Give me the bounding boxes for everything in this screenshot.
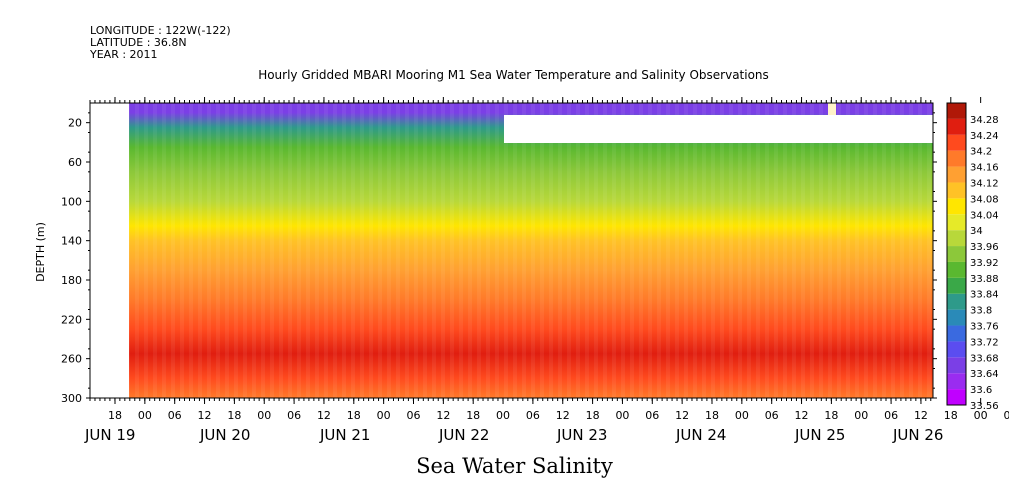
x-hour-label: 18 [347,409,361,422]
x-hour-label: 18 [466,409,480,422]
y-tick-label: 180 [61,274,82,287]
x-hour-label: 00 [615,409,629,422]
x-hour-label: 12 [317,409,331,422]
x-hour-label: 12 [198,409,212,422]
x-hour-label: 18 [705,409,719,422]
x-hour-label: 12 [795,409,809,422]
x-axis-title: Sea Water Salinity [416,454,613,478]
x-hour-label: 06 [645,409,659,422]
colorbar-label: 33.92 [970,258,999,269]
x-hour-label: 06 [526,409,540,422]
colorbar-swatch [947,325,966,342]
x-hour-label: 00 [974,409,988,422]
colorbar-swatch [947,198,966,215]
x-hour-label: 06 [168,409,182,422]
y-tick-label: 100 [61,195,82,208]
x-hour-label: 12 [436,409,450,422]
x-hour-label: 18 [108,409,122,422]
colorbar-swatch [947,230,966,247]
colorbar-label: 33.64 [970,369,999,380]
x-date-label: JUN 26 [892,426,943,444]
x-hour-label: 06 [884,409,898,422]
x-hour-label: 06 [1004,409,1009,422]
y-tick-label: 60 [68,156,82,169]
colorbar-swatch [947,341,966,358]
texture-overlay [129,103,933,398]
colorbar-swatch [947,150,966,167]
x-hour-label: 00 [735,409,749,422]
x-date-label: JUN 23 [556,426,607,444]
colorbar-label: 34 [970,226,983,237]
y-tick-label: 260 [61,353,82,366]
colorbar-label: 33.72 [970,337,999,348]
colorbar-label: 33.8 [970,306,992,317]
x-hour-label: 12 [914,409,928,422]
colorbar-label: 33.76 [970,322,999,333]
colorbar-label: 34.28 [970,115,999,126]
year-label: YEAR : 2011 [90,48,158,61]
colorbar-swatch [947,118,966,135]
colorbar-swatch [947,182,966,199]
colorbar-label: 34.2 [970,147,992,158]
plot-area [89,102,934,399]
y-tick-label: 220 [61,313,82,326]
colorbar-swatch [947,103,966,119]
longitude-label: LONGITUDE : 122W(-122) [90,24,231,37]
y-tick-label: 300 [61,392,82,405]
x-hour-label: 18 [824,409,838,422]
x-date-label: JUN 22 [438,426,489,444]
colorbar-swatch [947,166,966,183]
colorbar-label: 33.56 [970,401,999,412]
y-axis-title: DEPTH (m) [34,222,47,282]
colorbar-label: 34.12 [970,178,999,189]
colorbar-label: 34.16 [970,163,999,174]
colorbar-swatch [947,277,966,294]
x-hour-label: 12 [675,409,689,422]
x-hour-label: 00 [377,409,391,422]
colorbar-swatch [947,357,966,374]
x-date-label: JUN 21 [319,426,370,444]
chart-title: Hourly Gridded MBARI Mooring M1 Sea Wate… [258,68,769,82]
x-hour-label: 12 [556,409,570,422]
missing-data-region [504,115,933,143]
x-hour-label: 00 [854,409,868,422]
x-hour-label: 00 [138,409,152,422]
y-tick-label: 20 [68,117,82,130]
colorbar-swatch [947,373,966,390]
colorbar-swatch [947,261,966,278]
colorbar-label: 34.04 [970,210,999,221]
x-hour-label: 18 [227,409,241,422]
x-date-label: JUN 20 [199,426,250,444]
x-hour-label: 06 [765,409,779,422]
x-hour-label: 06 [407,409,421,422]
y-tick-label: 140 [61,235,82,248]
colorbar-swatch [947,309,966,326]
x-hour-label: 06 [287,409,301,422]
x-date-label: JUN 19 [84,426,135,444]
colorbar-label: 33.84 [970,290,999,301]
colorbar-frame [946,102,967,406]
x-date-label: JUN 24 [675,426,726,444]
colorbar-label: 33.96 [970,242,999,253]
colorbar-swatch [947,214,966,231]
x-hour-label: 18 [586,409,600,422]
colorbar-label: 33.68 [970,353,999,364]
colorbar: 33.56 33.6 33.64 33.68 33.72 33.76 33.8 33.84 33… [946,102,999,412]
colorbar-label: 33.6 [970,385,992,396]
x-hour-label: 00 [257,409,271,422]
colorbar-swatch [947,246,966,262]
colorbar-label: 34.08 [970,194,999,205]
colorbar-swatch [947,389,966,405]
colorbar-label: 33.88 [970,274,999,285]
x-hour-label: 00 [496,409,510,422]
latitude-label: LATITUDE : 36.8N [90,36,187,49]
x-hour-label: 18 [944,409,958,422]
colorbar-label: 34.24 [970,131,999,142]
x-date-label: JUN 25 [794,426,845,444]
missing-data-gap [828,103,836,115]
colorbar-swatch [947,293,966,310]
colorbar-swatch [947,134,966,151]
